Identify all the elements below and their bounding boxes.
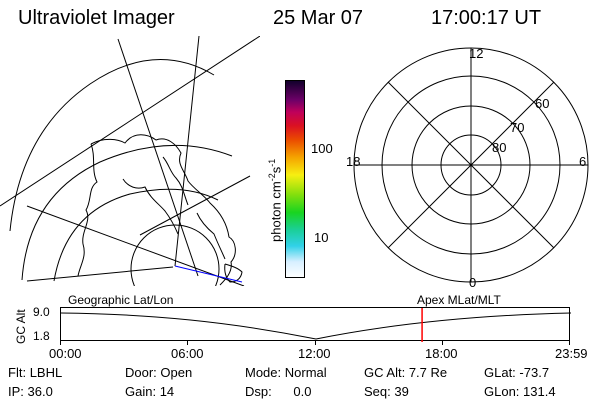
polar-label-80: 80 — [492, 140, 507, 155]
footer-gain: Gain: 14 — [125, 385, 174, 398]
polar-label-0: 0 — [469, 275, 477, 290]
polar-label-6: 6 — [579, 154, 587, 169]
timeline-plot — [60, 308, 572, 342]
polar-label-12: 12 — [469, 46, 484, 61]
footer-ip-value: 36.0 — [27, 384, 53, 399]
footer-ip: IP: 36.0 — [8, 385, 53, 398]
footer-filter: Flt: LBHL — [8, 366, 62, 379]
colorbar-label-s: s — [268, 166, 284, 174]
footer-mode: Mode: Normal — [245, 366, 327, 379]
timeline-right-title: Apex MLat/MLT — [417, 293, 501, 307]
colorbar-label: photon cm-2s-1 — [266, 82, 284, 242]
colorbar-tick-100: 100 — [311, 141, 333, 156]
footer-door: Door: Open — [125, 366, 192, 379]
footer-gc-alt: GC Alt: 7.7 Re — [364, 366, 447, 379]
footer-dsp-label: Dsp: — [245, 384, 272, 399]
footer-seq: Seq: 39 — [364, 385, 409, 398]
timeline-label-1800: 18:00 — [425, 346, 458, 361]
colorbar-label-main: photon cm — [268, 181, 284, 242]
footer-gain-value: 14 — [159, 384, 175, 399]
footer-dsp: Dsp: 0.0 — [245, 385, 311, 398]
timeline-panel — [60, 307, 572, 342]
footer-gc-alt-value: 7.7 Re — [408, 365, 448, 380]
header-date: 25 Mar 07 — [273, 7, 364, 29]
footer-mode-label: Mode: — [245, 365, 282, 380]
timeline-label-0000: 00:00 — [49, 346, 82, 361]
timeline-label-0600: 06:00 — [171, 346, 204, 361]
footer-filter-label: Flt: — [8, 365, 27, 380]
footer-glat-label: GLat: — [484, 365, 516, 380]
footer-glon-value: 131.4 — [523, 384, 556, 399]
footer-dsp-value: 0.0 — [293, 384, 312, 399]
footer-gain-label: Gain: — [125, 384, 157, 399]
footer-gc-alt-label: GC Alt: — [364, 365, 406, 380]
footer-seq-value: 39 — [394, 384, 409, 399]
footer-glon: GLon: 131.4 — [484, 385, 556, 398]
timeline-tick-0600 — [187, 341, 188, 345]
footer-glat: GLat: -73.7 — [484, 366, 549, 379]
page-title: Ultraviolet Imager — [18, 7, 175, 29]
polar-label-60: 60 — [535, 96, 550, 111]
polar-plot — [353, 47, 589, 283]
timeline-tick-1800 — [442, 341, 443, 345]
timeline-label-1200: 12:00 — [298, 346, 331, 361]
timeline-left-title: Geographic Lat/Lon — [68, 293, 174, 307]
colorbar-label-exp2: -1 — [267, 158, 277, 167]
timeline-tick-0000 — [60, 341, 61, 345]
footer-filter-value: LBHL — [29, 365, 63, 380]
header-time: 17:00:17 UT — [431, 7, 542, 29]
polar-label-18: 18 — [346, 154, 361, 169]
timeline-label-2359: 23:59 — [555, 346, 588, 361]
footer-door-label: Door: — [125, 365, 157, 380]
footer-glon-label: GLon: — [484, 384, 520, 399]
timeline-y-axis-label: GC Alt — [14, 309, 28, 344]
footer-seq-label: Seq: — [364, 384, 391, 399]
footer-ip-label: IP: — [8, 384, 24, 399]
colorbar-tick-10: 10 — [314, 230, 329, 245]
footer-mode-value: Normal — [284, 365, 327, 380]
colorbar-label-exp1: -2 — [267, 173, 277, 182]
timeline-y-top: 9.0 — [33, 305, 50, 319]
footer-door-value: Open — [160, 365, 193, 380]
geographic-map — [0, 36, 260, 286]
polar-label-70: 70 — [510, 120, 525, 135]
colorbar — [285, 80, 305, 278]
footer-glat-value: -73.7 — [519, 365, 550, 380]
timeline-tick-2359 — [569, 341, 570, 345]
timeline-tick-1200 — [315, 341, 316, 345]
timeline-y-bottom: 1.8 — [33, 329, 50, 343]
